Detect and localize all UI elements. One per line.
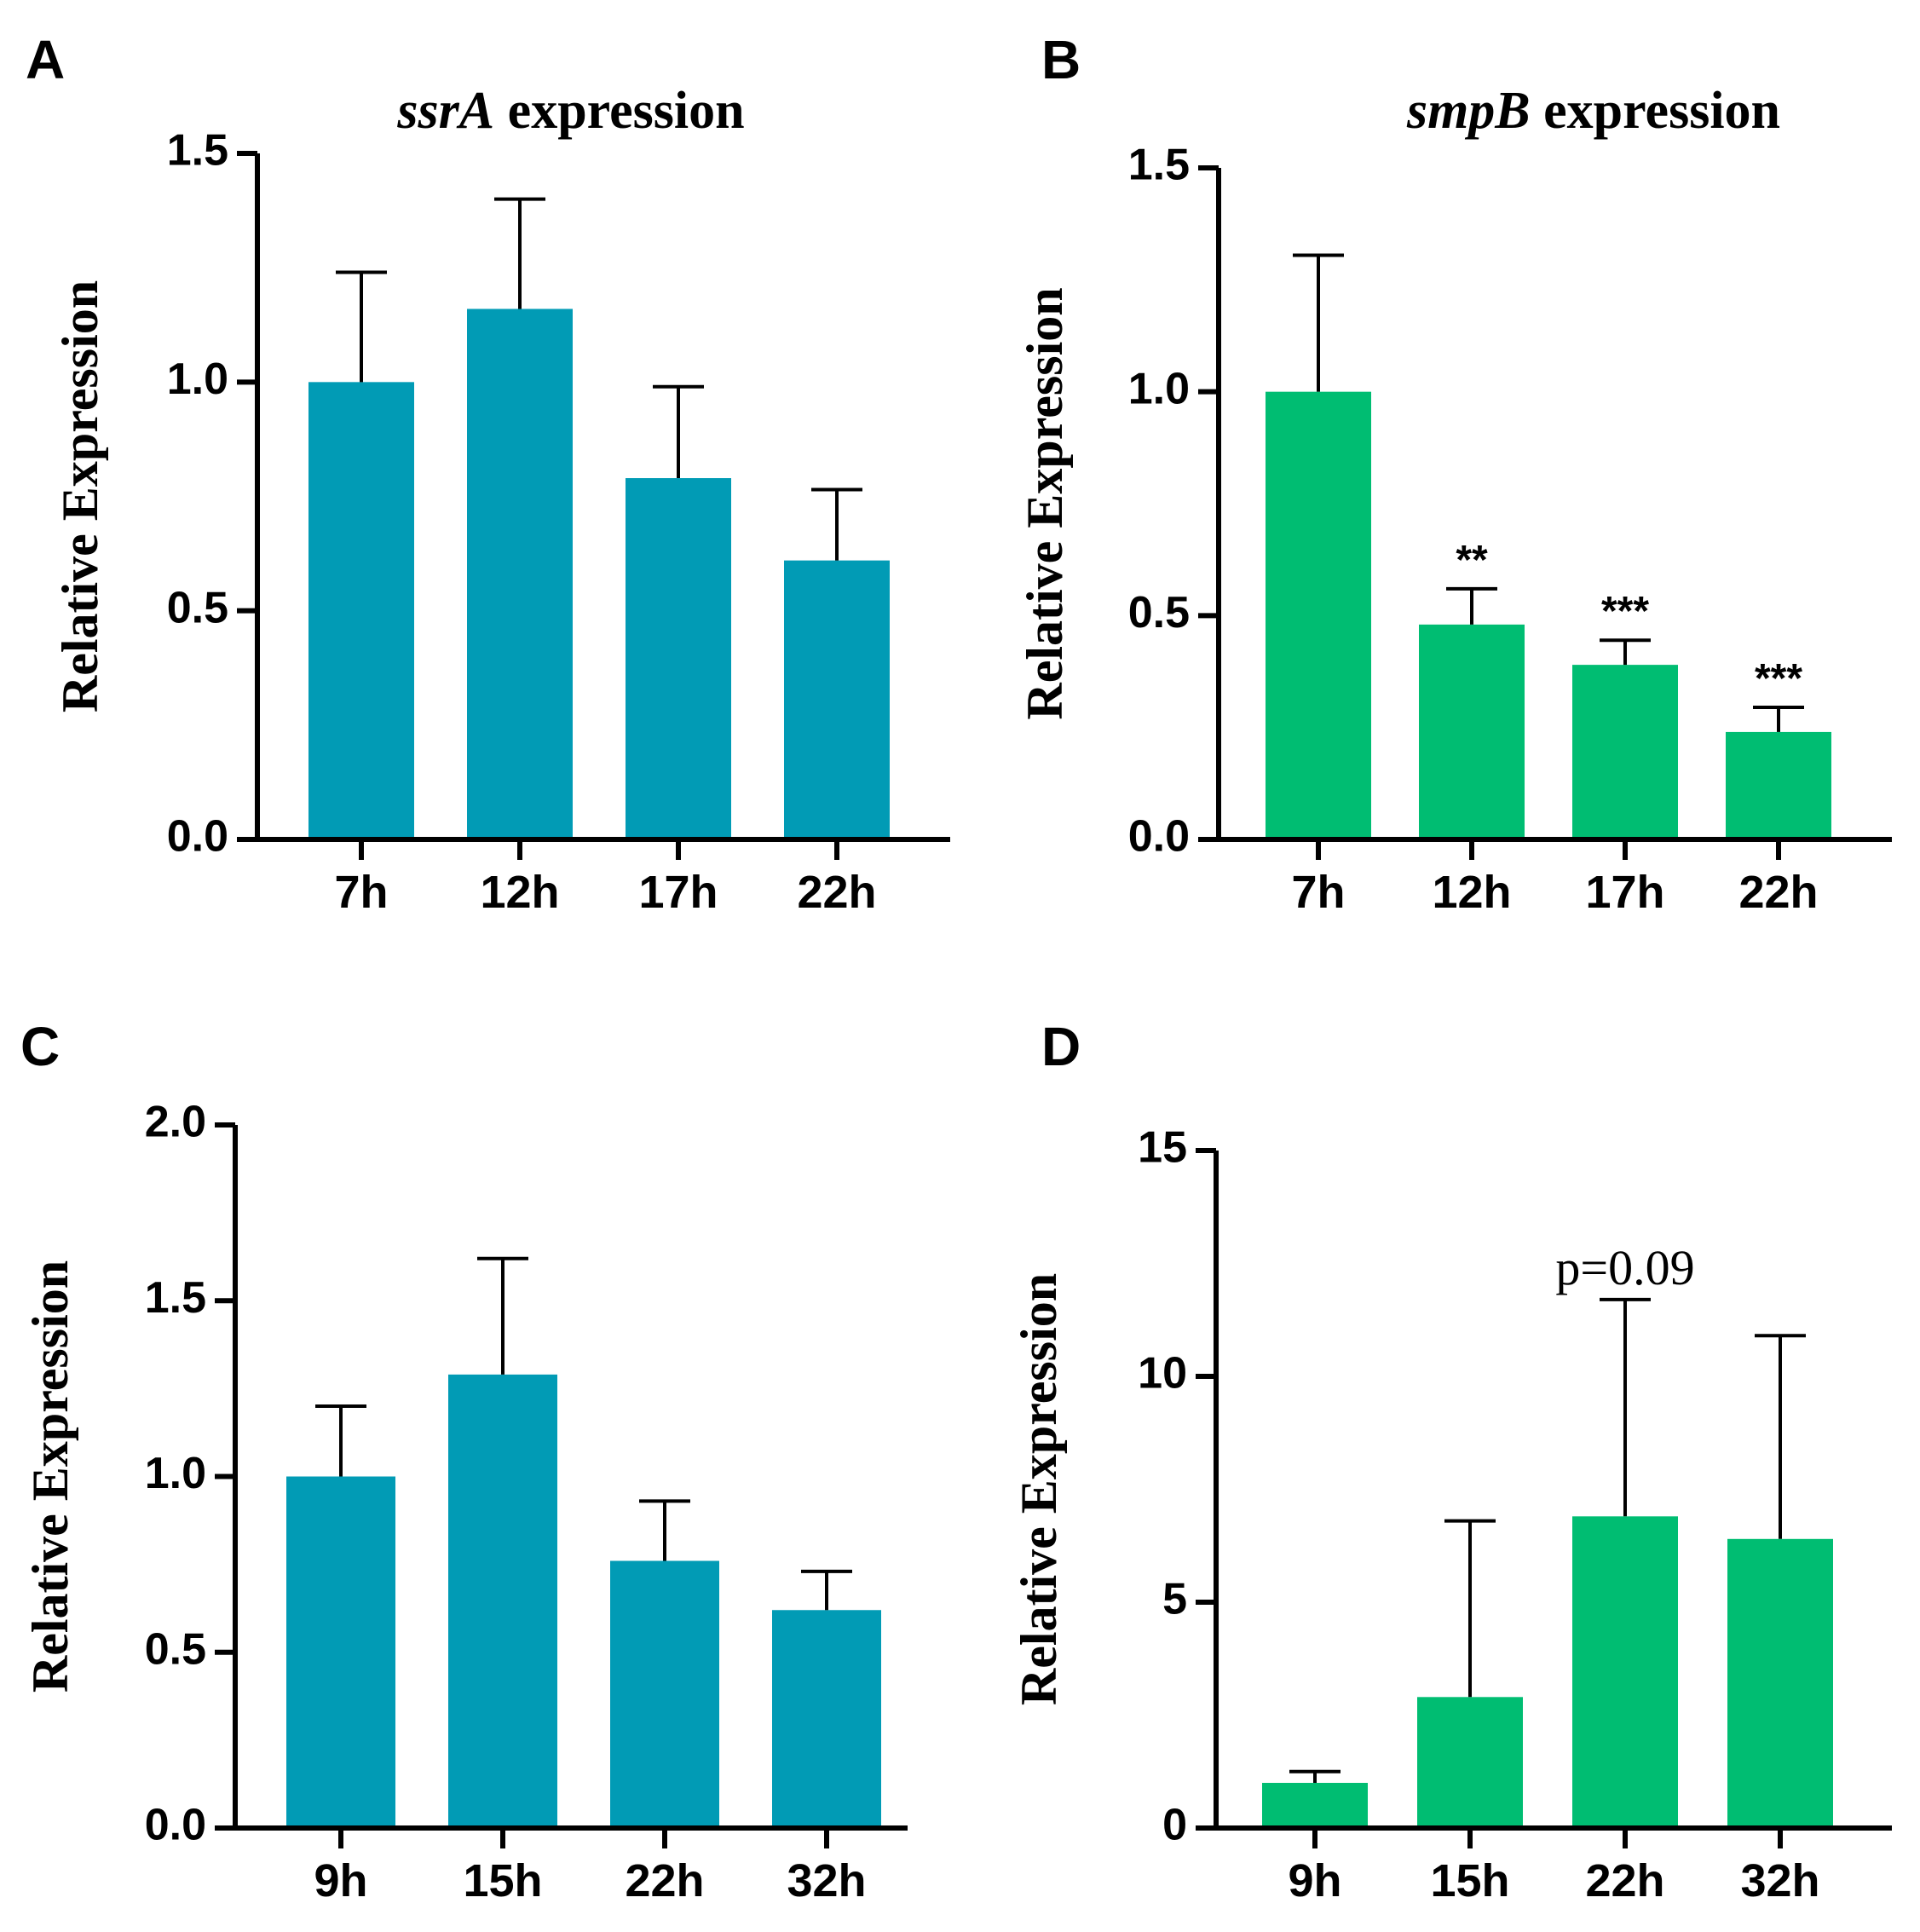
bar-22h: [784, 560, 890, 839]
x-tick-label: 12h: [480, 867, 559, 918]
y-tick-label: 2.0: [145, 1098, 206, 1147]
y-tick-label: 5: [1162, 1575, 1187, 1624]
x-tick-label: 7h: [1291, 867, 1345, 918]
y-tick-label: 10: [1138, 1349, 1187, 1399]
y-tick-label: 1.0: [1128, 364, 1190, 413]
y-axis-label: Relative Expression: [52, 280, 108, 712]
chart-title: ssrA expression: [396, 82, 744, 140]
y-tick-label: 0.0: [145, 1801, 206, 1850]
panel-c: C Relative Expression 0.0 0.5 1.0 1.5 2.0 9h 15h…: [20, 1016, 908, 1906]
bar-32h: [772, 1610, 881, 1828]
bar-12h: [467, 309, 573, 839]
panel-letter: D: [1041, 1016, 1081, 1077]
x-tick-label: 17h: [1585, 867, 1664, 918]
chart-title-rest: expression: [494, 82, 744, 140]
x-tick-label: 9h: [314, 1855, 367, 1906]
y-tick-label: 1.5: [167, 126, 228, 176]
y-axis-label: Relative Expression: [1011, 1273, 1067, 1705]
y-tick-label: 1.5: [1128, 141, 1190, 190]
chart-title-rest: expression: [1531, 82, 1780, 140]
y-tick-label: 0.0: [167, 812, 228, 862]
y-tick-label: 1.5: [145, 1273, 206, 1323]
x-tick-label: 12h: [1432, 867, 1511, 918]
y-tick-label: 1.0: [145, 1449, 206, 1498]
y-tick-label: 0.5: [145, 1624, 206, 1674]
panel-letter: A: [26, 29, 65, 90]
chart-title-italic: ssrA: [396, 82, 494, 140]
x-tick-label: 32h: [1740, 1855, 1819, 1906]
y-axis-label: Relative Expression: [1017, 287, 1073, 719]
y-tick-label: 0.5: [167, 583, 228, 632]
y-axis-label: Relative Expression: [22, 1260, 78, 1693]
chart-title: smpB expression: [1406, 82, 1780, 140]
panel-letter: C: [20, 1016, 60, 1077]
x-tick-label: 9h: [1288, 1855, 1341, 1906]
panel-d: D Relative Expression p=0.09 0 5 10 15 9h 15h 22h…: [1011, 1016, 1892, 1906]
bar-17h: [1572, 665, 1678, 839]
y-tick-label: 0.0: [1128, 812, 1190, 862]
x-tick-label: 17h: [638, 867, 718, 918]
y-tick-label: 0.5: [1128, 588, 1190, 637]
y-tick-label: 1.0: [167, 355, 228, 404]
bar-15h: [1417, 1697, 1523, 1828]
x-tick-label: 15h: [1430, 1855, 1509, 1906]
x-tick-label: 15h: [463, 1855, 542, 1906]
significance-label-22h: ***: [1755, 656, 1802, 701]
bar-9h: [286, 1476, 395, 1828]
x-tick-label: 22h: [625, 1855, 704, 1906]
bar-15h: [448, 1374, 557, 1828]
x-tick-label: 22h: [1738, 867, 1818, 918]
bar-12h: [1419, 624, 1525, 839]
bar-22h: [1572, 1516, 1678, 1828]
chart-title-italic: smpB: [1406, 82, 1531, 140]
y-tick-label: 0: [1162, 1801, 1187, 1850]
x-tick-label: 22h: [1585, 1855, 1664, 1906]
x-tick-label: 7h: [334, 867, 388, 918]
y-tick-label: 15: [1138, 1123, 1187, 1173]
bar-9h: [1262, 1783, 1368, 1828]
x-tick-label: 22h: [797, 867, 876, 918]
significance-label-12h: **: [1456, 538, 1488, 583]
bar-32h: [1727, 1538, 1833, 1828]
x-tick-label: 32h: [787, 1855, 866, 1906]
significance-label-17h: ***: [1601, 589, 1649, 634]
panel-letter: B: [1041, 29, 1081, 90]
bar-7h: [1266, 391, 1371, 840]
bar-7h: [308, 382, 414, 839]
bar-17h: [626, 478, 731, 839]
bar-22h: [610, 1560, 719, 1828]
significance-label-22h: p=0.09: [1555, 1240, 1694, 1295]
bar-22h: [1726, 731, 1831, 839]
